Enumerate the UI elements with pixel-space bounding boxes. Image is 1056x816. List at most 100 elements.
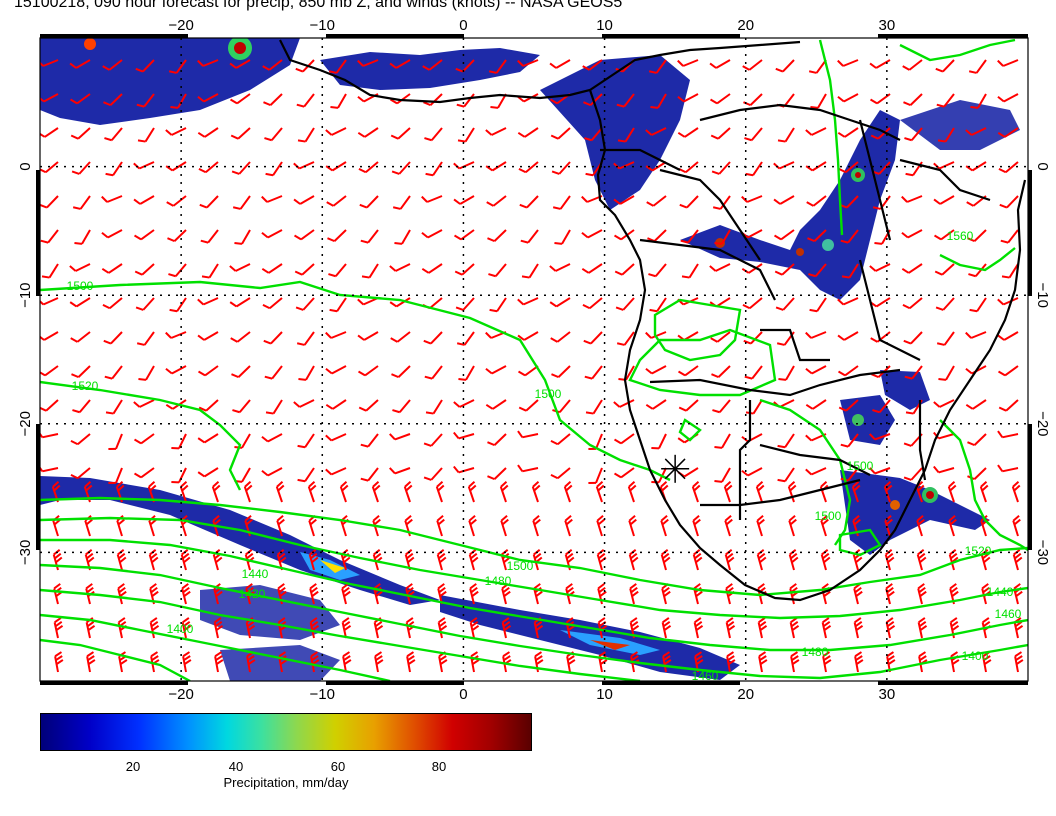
wind-barb [709, 263, 731, 272]
wind-barb [296, 331, 315, 346]
wind-barb [714, 433, 731, 449]
wind-barb [902, 297, 923, 310]
wind-barb [197, 297, 219, 306]
wind-barb [712, 399, 731, 414]
wind-barb [101, 263, 123, 274]
wind-barb [135, 297, 155, 311]
wind-barb [870, 93, 891, 105]
wind-barb [550, 331, 571, 343]
contour-label: 1560 [947, 229, 974, 243]
wind-barb [390, 127, 411, 140]
wind-barb [903, 331, 923, 345]
wind-barb [70, 93, 91, 105]
map-title: 15100218, 090 hour forecast for precip, … [14, 0, 623, 11]
wind-barb [805, 365, 827, 375]
wind-barb [934, 229, 955, 241]
wind-barb [454, 229, 475, 241]
wind-barb [108, 467, 123, 484]
wind-barb [517, 59, 539, 67]
wind-barb [997, 331, 1019, 341]
wind-barb [263, 93, 283, 107]
wind-barb [165, 365, 187, 375]
wind-barb [869, 467, 891, 475]
wind-barb [453, 195, 475, 205]
wind-barb [936, 93, 955, 108]
wind-barb [615, 297, 635, 311]
wind-barb [360, 433, 379, 448]
wind-barb [531, 481, 541, 503]
wind-barb [806, 195, 827, 207]
wind-barb [677, 93, 699, 103]
colorbar-tick: 80 [431, 759, 447, 774]
wind-barb [933, 465, 955, 474]
wind-barb [677, 59, 699, 67]
lat-tick-label: −30 [17, 540, 34, 565]
wind-barb [741, 195, 763, 203]
wind-barb [230, 331, 251, 343]
wind-barb [757, 617, 768, 639]
wind-barb [487, 467, 507, 481]
wind-barb [583, 331, 603, 345]
wind-barb [198, 399, 219, 412]
wind-barb [74, 229, 91, 245]
wind-barb [614, 467, 635, 479]
lon-tick-label: 10 [596, 686, 613, 700]
wind-barb [358, 399, 379, 412]
colorbar-tick: 20 [125, 759, 141, 774]
wind-barb [901, 263, 923, 274]
wind-barb [457, 127, 475, 143]
wind-barb [774, 263, 795, 276]
wind-barb [854, 651, 864, 673]
wind-barb [613, 195, 635, 205]
colorbar-tick: 40 [228, 759, 244, 774]
wind-barb [229, 297, 251, 308]
wind-barb [551, 161, 571, 175]
lat-labels-left: 0 −10 −20 −30 [17, 162, 34, 565]
wind-barb [901, 195, 923, 203]
colorbar-tick: 60 [330, 759, 346, 774]
wind-barb [997, 59, 1019, 67]
wind-barb [341, 583, 351, 605]
wind-barb [298, 365, 315, 381]
wind-barb [261, 229, 283, 239]
wind-barb [325, 399, 347, 410]
wind-barb [232, 399, 251, 414]
wind-barb [489, 297, 507, 313]
wind-barb [297, 433, 315, 449]
wind-barb [550, 433, 571, 446]
wind-barb [840, 433, 859, 448]
wind-barb [70, 467, 91, 480]
contour-label: 1520 [72, 379, 99, 393]
wind-barb [166, 195, 187, 207]
wind-barb [837, 127, 859, 138]
lat-tick-label: −20 [17, 411, 34, 436]
lon-tick-label: 30 [879, 686, 896, 700]
wind-barb [588, 467, 603, 484]
wind-barb [809, 297, 827, 313]
wind-barb [979, 481, 989, 503]
wind-barb [230, 127, 251, 140]
contour-label: 1460 [692, 669, 719, 683]
wind-barb [645, 365, 667, 375]
wind-barb [469, 583, 479, 605]
wind-barb [777, 127, 795, 143]
wind-barb [790, 651, 800, 673]
wind-barb [756, 515, 765, 537]
wind-barb [583, 93, 603, 107]
wind-barb [456, 93, 475, 108]
wind-barb [487, 229, 507, 243]
wind-barb [726, 651, 736, 673]
colorbar-gradient [40, 713, 532, 751]
wind-barb [371, 481, 381, 503]
wind-barb [935, 297, 955, 311]
wind-barb [691, 481, 701, 503]
wind-barb [837, 297, 859, 306]
wind-barb [198, 365, 219, 377]
contour-label: 1460 [995, 607, 1022, 621]
wind-barb [168, 59, 187, 74]
wind-barb [917, 583, 927, 605]
wind-barb [261, 467, 283, 477]
wind-barb [136, 331, 155, 346]
wind-barb [645, 331, 667, 339]
wind-barb [296, 93, 315, 108]
